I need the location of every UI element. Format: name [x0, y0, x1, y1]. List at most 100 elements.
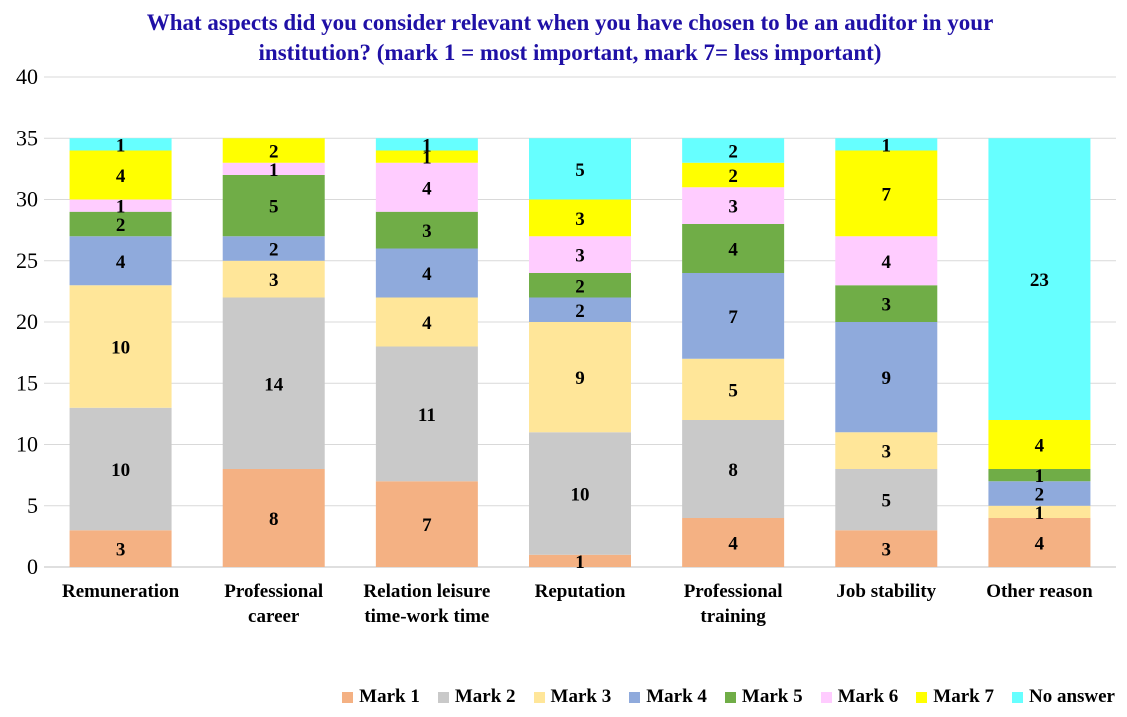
- category-label: Other reason: [986, 581, 1093, 602]
- bar-segment: [375, 162, 478, 212]
- bar-segment: [835, 150, 938, 237]
- data-label: 10: [111, 460, 130, 481]
- legend-swatch: [916, 691, 928, 703]
- data-label: 1: [422, 135, 432, 156]
- data-label: 5: [575, 160, 585, 181]
- data-label: 4: [1035, 436, 1045, 457]
- legend-label: Mark 5: [741, 686, 803, 707]
- bar-segment: [69, 236, 172, 286]
- legend-label: Mark 6: [837, 686, 899, 707]
- data-label: 1: [269, 160, 279, 181]
- data-label: 2: [116, 215, 126, 236]
- y-tick-label: 25: [16, 248, 38, 273]
- legend-swatch: [629, 691, 641, 703]
- data-label: 3: [116, 540, 126, 561]
- y-tick-label: 40: [16, 64, 38, 89]
- bar-segment: [69, 138, 172, 151]
- legend-swatch: [724, 691, 736, 703]
- bars: [69, 138, 1091, 567]
- bar-segment: [529, 297, 631, 322]
- data-label: 4: [116, 166, 126, 187]
- bar-segment: [835, 285, 938, 322]
- legend-swatch: [820, 691, 832, 703]
- data-label: 1: [422, 148, 432, 169]
- legend-item: Mark 4: [629, 686, 707, 708]
- data-label: 4: [116, 252, 126, 273]
- bar-segment: [988, 420, 1091, 469]
- x-axis-categories: Remuneration Professional career Relation l…: [62, 581, 1093, 627]
- data-label: 3: [575, 209, 585, 230]
- data-label: 3: [882, 442, 892, 463]
- bar-segment: [682, 224, 785, 273]
- bar-segment: [682, 420, 785, 518]
- bar-segment: [835, 322, 938, 433]
- bar-segment: [69, 407, 172, 531]
- data-label: 4: [422, 178, 432, 199]
- bar-segment: [222, 469, 325, 567]
- legend-item: Mark 5: [724, 686, 803, 708]
- bar-segment: [529, 322, 631, 433]
- data-label: 5: [728, 380, 738, 401]
- legend-item: Mark 7: [916, 686, 994, 708]
- data-label: 7: [422, 515, 432, 536]
- bar-segment: [988, 518, 1091, 567]
- category-label: career: [248, 606, 300, 627]
- bar-segment: [835, 236, 938, 286]
- data-label: 5: [882, 491, 892, 512]
- bar-segment: [835, 138, 938, 151]
- data-label: 2: [269, 142, 279, 163]
- bar-segment: [682, 273, 785, 359]
- data-label: 11: [418, 405, 436, 426]
- legend-label: Mark 4: [646, 686, 707, 707]
- category-label: Professional: [684, 581, 783, 602]
- bar-segment: [988, 481, 1091, 506]
- data-label: 4: [422, 264, 432, 285]
- category-label: Professional: [224, 581, 323, 602]
- bar-segment: [222, 297, 325, 469]
- bar-segment: [222, 175, 325, 237]
- y-tick-label: 15: [16, 370, 38, 395]
- data-label: 2: [575, 301, 585, 322]
- data-label: 1: [882, 135, 892, 156]
- bar-segment: [69, 285, 172, 408]
- bar-segment: [529, 554, 631, 567]
- legend-swatch: [1011, 691, 1023, 703]
- legend-item: No answer: [1011, 686, 1115, 708]
- bar-segment: [375, 248, 478, 298]
- legend: Mark 1 Mark 2 Mark 3 Mark 4 Mark 5 Mark 6 Mark…: [0, 684, 1127, 710]
- legend-swatch: [437, 691, 449, 703]
- data-label: 2: [575, 276, 585, 297]
- data-label: 2: [1035, 485, 1045, 506]
- bar-segment: [988, 505, 1091, 518]
- bar-segment: [375, 481, 478, 567]
- y-axis-ticks: 0 5 10 15 20 25 30 35 40: [16, 64, 38, 579]
- bar-segment: [69, 211, 172, 237]
- category-label: Reputation: [535, 581, 626, 602]
- legend-label: Mark 3: [550, 686, 612, 707]
- bar-segment: [988, 138, 1091, 420]
- data-label: 4: [728, 534, 738, 555]
- data-label: 4: [1035, 534, 1045, 555]
- bar-segment: [988, 469, 1091, 482]
- bar-segment: [529, 199, 631, 237]
- y-tick-label: 20: [16, 309, 38, 334]
- bar-segment: [375, 138, 478, 151]
- bar-segment: [375, 346, 478, 482]
- data-label: 10: [571, 485, 590, 506]
- data-label: 3: [882, 295, 892, 316]
- legend-label: Mark 1: [359, 686, 420, 707]
- chart-title: What aspects did you consider relevant w…: [146, 10, 994, 65]
- bar-segment: [375, 211, 478, 249]
- bar-segment: [682, 518, 785, 567]
- bar-segment: [222, 138, 325, 163]
- y-tick-label: 5: [27, 493, 38, 518]
- bar-segment: [529, 236, 631, 273]
- bar-segment: [375, 150, 478, 163]
- data-label: 8: [728, 460, 738, 481]
- category-label: Relation leisure: [363, 581, 490, 602]
- data-label: 2: [728, 166, 738, 187]
- data-label: 1: [575, 552, 585, 573]
- bar-segment: [222, 236, 325, 261]
- legend-swatch: [533, 691, 545, 703]
